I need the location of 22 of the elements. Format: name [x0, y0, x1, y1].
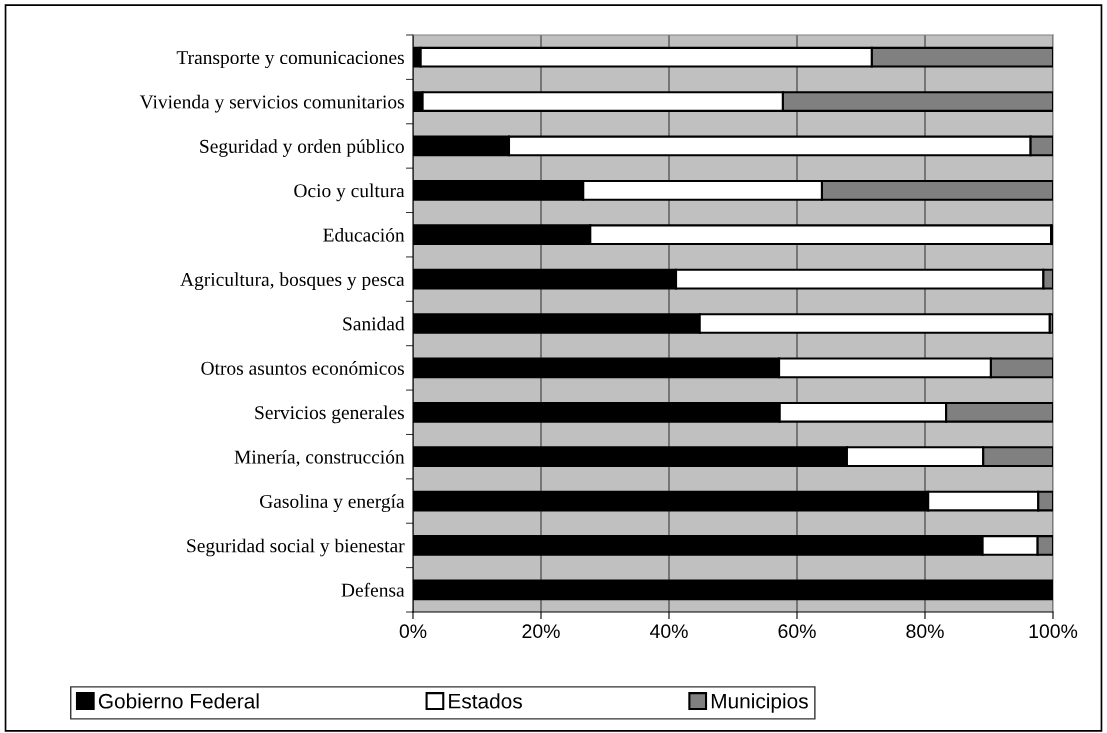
- y-tick-label: Ocio y cultura: [294, 183, 405, 202]
- y-tick-label: Seguridad y orden público: [200, 139, 404, 157]
- y-tick-label: Seguridad social y bienestar: [187, 538, 405, 557]
- x-tick-label: 80%: [906, 624, 944, 639]
- y-tick-label: Agricultura, bosques y pesca: [180, 272, 405, 291]
- legend-label: Estados: [449, 693, 522, 709]
- x-tick-label: 100%: [1029, 624, 1078, 639]
- x-tick-label: 0%: [399, 624, 427, 639]
- legend-label: Municipios: [711, 693, 808, 713]
- y-tick-label: Otros asuntos económicos: [201, 361, 404, 375]
- y-tick-label: Servicios generales: [255, 405, 404, 424]
- y-tick-label: Defensa: [341, 582, 405, 597]
- x-tick-label: 20%: [522, 624, 560, 639]
- y-tick-label: Gasolina y energía: [260, 494, 405, 512]
- y-tick-label: Educación: [323, 227, 405, 242]
- x-tick-label: 40%: [649, 624, 688, 639]
- legend-label: Gobierno Federal: [98, 693, 259, 709]
- y-tick-label: Minería, construcción: [234, 449, 405, 467]
- x-tick-label: 60%: [778, 624, 816, 639]
- y-tick-label: Sanidad: [343, 316, 405, 331]
- y-tick-label: Transporte y comunicaciones: [176, 51, 404, 69]
- y-tick-label: Vivienda y servicios comunitarios: [139, 94, 404, 113]
